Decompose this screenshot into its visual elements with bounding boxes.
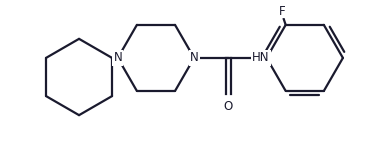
Text: F: F <box>279 5 285 18</box>
Text: HN: HN <box>252 51 270 64</box>
Text: O: O <box>224 100 233 113</box>
Text: N: N <box>113 51 122 64</box>
Text: N: N <box>190 51 199 64</box>
